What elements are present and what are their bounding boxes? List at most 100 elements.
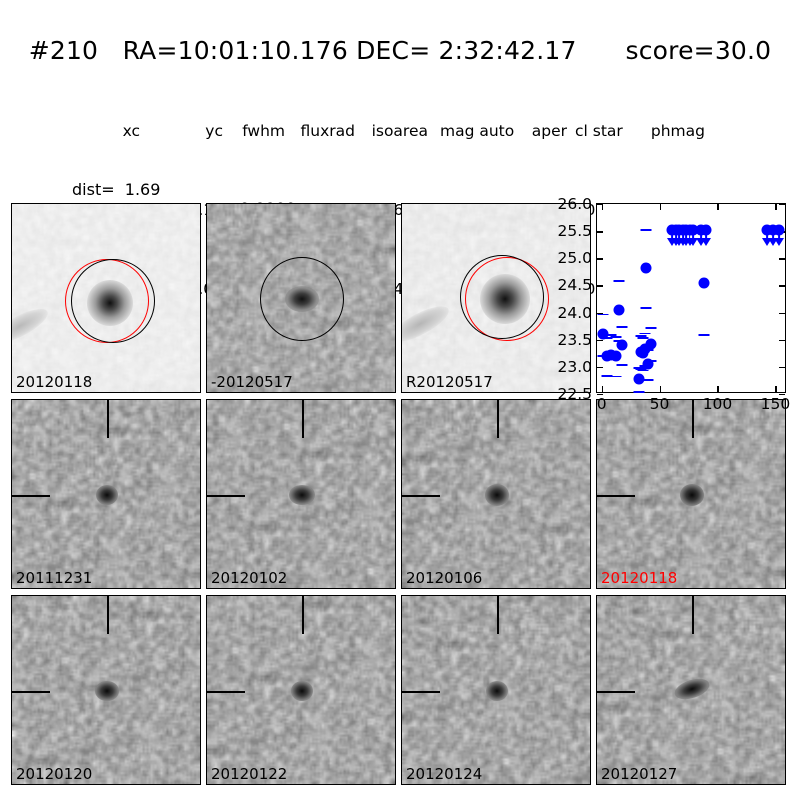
y-axis-label: 25.5 [557,222,592,241]
crosshair-tick-left [597,691,635,693]
stamp-epoch-20120124[interactable]: 20120124 [401,595,591,785]
crosshair-tick-top [107,400,109,438]
x-axis-tick [601,386,604,392]
crosshair-tick-left [402,691,440,693]
stamp-label: 20120124 [406,765,483,784]
x-axis-tick [717,204,719,210]
data-point[interactable] [597,328,609,340]
x-axis-label: 100 [702,395,733,413]
stamp-epoch-20120122[interactable]: 20120122 [206,595,396,785]
error-bar-cap [601,337,613,339]
y-axis-tick [597,258,603,260]
x-axis-tick [775,386,777,392]
stamp-epoch-20111231[interactable]: 20111231 [11,399,201,589]
crosshair-tick-top [497,596,499,634]
stamp-label: R20120517 [406,373,493,392]
error-bar-cap [613,280,625,282]
error-bar-cap [637,369,649,372]
crosshair-tick-left [12,691,50,693]
crosshair-tick-top [302,596,304,634]
error-bar-cap [642,379,654,382]
error-bar-cap [610,336,622,339]
transient-source [680,484,704,506]
y-axis-tick [597,339,603,342]
crosshair-tick-left [207,691,245,693]
stamp-epoch-20120106[interactable]: 20120106 [401,399,591,589]
data-point[interactable] [640,262,652,274]
stamp-label-highlighted: 20120118 [601,569,678,588]
reference-circle-black [460,255,544,339]
lightcurve-plot-area: 22.5 23.0 23.5 24.0 24.5 25.0 25.5 26.0 0 50 100 15… [557,195,790,413]
page-title: #210 RA=10:01:10.176 DEC= 2:32:42.17 sco… [28,36,772,65]
detection-circle-black [260,257,344,341]
y-axis-tick [779,312,785,314]
stamp-epoch-20120102[interactable]: 20120102 [206,399,396,589]
table-header-row: xc yc fwhm fluxrad isoarea mag auto aper… [0,122,800,147]
error-bar-cap [616,364,628,366]
error-bar-cap [633,390,645,393]
y-axis-tick [779,204,785,206]
crosshair-tick-top [497,400,499,438]
col-header-yc: yc [205,122,223,140]
crosshair-tick-top [302,400,304,438]
crosshair-tick-top [692,596,694,634]
col-header-xc: xc [122,122,140,140]
y-axis-tick [597,312,603,314]
upper-limit-arrow-icon [762,238,773,247]
x-axis-tick [717,386,719,392]
stamp-label: 20120118 [16,373,93,392]
data-point[interactable] [698,277,710,289]
crosshair-tick-top [692,400,694,438]
data-point[interactable] [613,304,625,316]
col-header-isoarea: isoarea [371,122,428,140]
stamp-label: 20120102 [211,569,288,588]
lightcurve-plot[interactable]: 22.5 23.0 23.5 24.0 24.5 25.0 25.5 26.0 0 50 100 15… [557,195,790,413]
y-axis-tick [779,394,785,396]
data-point[interactable] [610,350,622,362]
y-axis-tick [779,339,785,342]
upper-limit-point[interactable] [767,224,779,236]
crosshair-tick-left [597,495,635,497]
error-bar-cap [597,313,609,316]
y-axis-tick [597,366,603,369]
y-axis-label: 25.0 [557,249,592,268]
error-bar-cap [635,367,647,370]
dist-value: dist= 1.69 [72,180,161,199]
data-point[interactable] [616,339,628,351]
x-axis-label: 0 [596,395,607,413]
stamp-epoch-20120127[interactable]: 20120127 [596,595,786,785]
crosshair-tick-left [207,495,245,497]
y-axis-label: 26.0 [557,195,592,213]
data-point[interactable] [639,343,650,355]
col-header-phmag: phmag [650,122,705,140]
data-point[interactable] [645,338,657,349]
data-point[interactable] [633,373,645,385]
error-bar-cap [637,337,649,339]
data-point[interactable] [642,358,654,370]
y-axis-label: 23.0 [557,357,592,376]
stamp-epoch-20120120[interactable]: 20120120 [11,595,201,785]
y-axis-tick [597,231,603,233]
transient-source [485,484,509,506]
upper-limit-point[interactable] [773,224,785,236]
stamp-difference-image[interactable]: -20120517 [206,203,396,393]
upper-limit-arrow-icon [768,238,779,247]
stamp-reference-image[interactable]: R20120517 [401,203,591,393]
stamp-epoch-20120118[interactable]: 20120118 [596,399,786,589]
error-bar-cap [640,307,652,309]
y-axis-label: 22.5 [557,385,592,403]
transient-source [95,681,119,701]
y-axis-tick [597,204,603,206]
stamp-label: 20111231 [16,569,93,588]
upper-limit-point[interactable] [761,224,773,236]
y-axis-tick [779,258,785,260]
stamp-label: -20120517 [211,373,293,392]
reference-circle-black [71,259,155,343]
upper-limit-point[interactable] [700,224,712,236]
upper-limit-point[interactable] [687,224,699,236]
col-header-mag-auto: mag auto [440,122,515,140]
error-bar-cap [645,327,657,330]
stamp-new-image[interactable]: 20120118 [11,203,201,393]
y-axis-label: 23.5 [557,330,592,349]
